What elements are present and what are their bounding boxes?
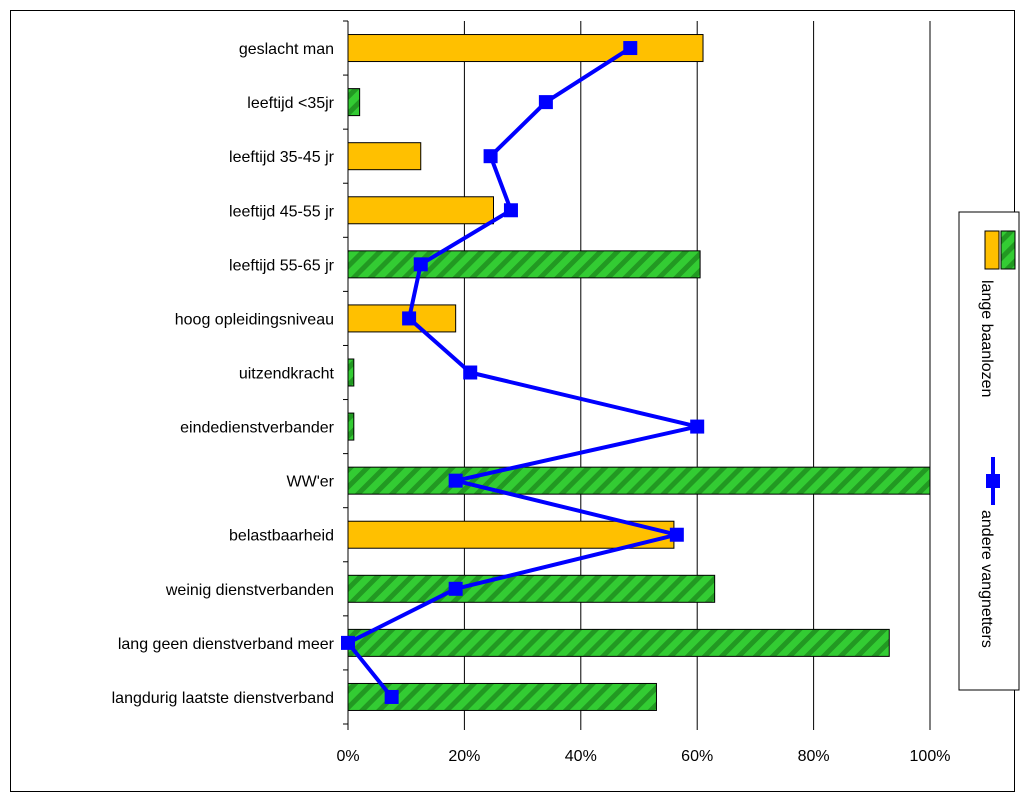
line-marker <box>503 203 518 218</box>
line-marker <box>448 581 463 596</box>
line-marker <box>538 95 553 110</box>
legend: lange baanlozen andere vangnetters <box>958 211 1020 691</box>
category-label: leeftijd 55-65 jr <box>229 257 335 274</box>
category-label: lang geen dienstverband meer <box>118 636 335 653</box>
category-label: geslacht man <box>239 41 334 58</box>
bar <box>347 628 890 657</box>
x-tick-label: 20% <box>448 748 480 765</box>
line-marker <box>448 473 463 488</box>
category-label: hoog opleidingsniveau <box>175 311 334 328</box>
category-label: belastbaarheid <box>229 528 334 545</box>
bar <box>347 358 355 387</box>
category-label: weinig dienstverbanden <box>165 582 334 599</box>
x-tick-label: 80% <box>798 748 830 765</box>
x-tick-label: 60% <box>681 748 713 765</box>
bar <box>347 304 457 333</box>
chart-frame <box>10 10 1015 792</box>
category-label: WW'er <box>287 474 335 491</box>
x-tick-label: 100% <box>910 748 951 765</box>
line-marker <box>483 149 498 164</box>
line-marker <box>413 257 428 272</box>
line-marker <box>463 365 478 380</box>
legend-swatch-hatched <box>1000 230 1016 270</box>
line-marker <box>384 689 399 704</box>
grid-layer <box>463 21 931 724</box>
bar <box>347 466 931 495</box>
line-marker <box>402 311 417 326</box>
bar <box>347 412 355 441</box>
line-marker <box>690 419 705 434</box>
category-label: leeftijd 45-55 jr <box>229 203 335 220</box>
bar <box>347 196 494 225</box>
bar <box>347 520 675 549</box>
x-tick-label: 40% <box>565 748 597 765</box>
bar <box>347 250 701 279</box>
line-marker <box>623 41 638 56</box>
line-layer <box>341 41 705 704</box>
labels-layer: 0% 20% 40% 60% 80% 100% geslacht man leeftijd <… <box>112 41 951 765</box>
bar <box>347 142 422 171</box>
bar <box>347 574 716 603</box>
legend-box <box>958 211 1020 691</box>
line-marker <box>669 527 684 542</box>
line-marker <box>341 635 355 650</box>
category-label: langdurig laatste dienstverband <box>112 690 334 707</box>
bar <box>347 88 361 117</box>
legend-marker-sample <box>986 474 1000 488</box>
axis-layer <box>343 20 931 730</box>
legend-label-andere-vangnetters: andere vangnetters <box>978 510 995 648</box>
category-label: leeftijd <35jr <box>247 95 334 112</box>
category-label: leeftijd 35-45 jr <box>229 149 335 166</box>
x-tick-label: 0% <box>336 748 359 765</box>
bars-layer <box>347 34 931 711</box>
category-label: eindedienstverbander <box>180 420 335 437</box>
bar <box>347 34 704 63</box>
category-label: uitzendkracht <box>239 366 335 383</box>
legend-swatch-solid <box>984 230 1000 270</box>
legend-label-lange-baanlozen: lange baanlozen <box>978 280 995 397</box>
